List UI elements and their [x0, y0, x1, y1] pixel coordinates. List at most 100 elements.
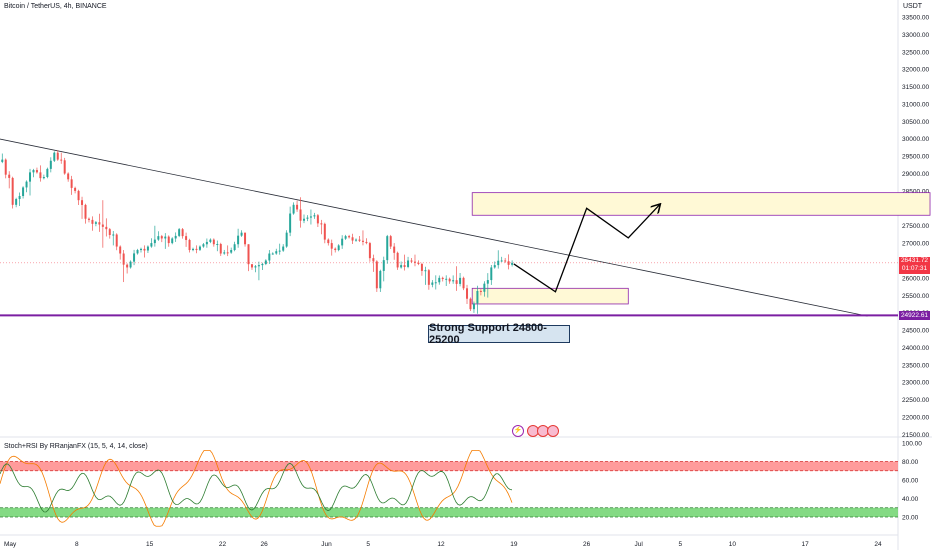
- time-tick-label: Jul: [635, 541, 644, 548]
- price-tick-label: 27500.00: [902, 223, 929, 230]
- candle-body: [15, 199, 18, 205]
- candle-body: [476, 290, 479, 304]
- candle-body: [244, 232, 247, 245]
- candle-body: [448, 278, 451, 282]
- candle-body: [223, 252, 226, 254]
- candle-body: [1, 159, 4, 162]
- candle-body: [74, 187, 77, 191]
- candle-body: [257, 265, 260, 267]
- candle-body: [511, 262, 514, 265]
- buy-zone[interactable]: [471, 287, 629, 305]
- overbought-band: [0, 461, 898, 471]
- price-tick-label: 26000.00: [902, 275, 929, 282]
- candle-body: [330, 243, 333, 249]
- candle-body: [230, 250, 233, 253]
- candle-body: [22, 187, 25, 197]
- candle-body: [146, 246, 149, 251]
- candle-body: [469, 298, 472, 310]
- candle-body: [271, 253, 274, 255]
- indicator-tick-label: 100.00: [902, 441, 922, 448]
- candle-body: [282, 246, 285, 251]
- candle-body: [32, 170, 35, 173]
- candle-body: [358, 239, 361, 241]
- candle-body: [261, 263, 264, 266]
- price-tick-label: 22500.00: [902, 397, 929, 404]
- candle-body: [91, 219, 94, 224]
- candle-body: [18, 196, 21, 200]
- candle-body: [386, 236, 389, 261]
- news-icon-3[interactable]: [547, 425, 559, 437]
- support-label-text: Strong Support 24800-25200: [429, 322, 547, 346]
- countdown-value: 01:07:31: [901, 265, 928, 272]
- candle-body: [98, 222, 101, 225]
- price-tick-label: 30000.00: [902, 136, 929, 143]
- time-tick-label: 5: [678, 541, 682, 548]
- candle-body: [372, 258, 375, 262]
- candle-body: [29, 172, 32, 182]
- price-tick-label: 32000.00: [902, 67, 929, 74]
- candle-body: [472, 303, 475, 310]
- candle-body: [452, 280, 455, 282]
- candle-body: [101, 224, 104, 227]
- time-tick-label: 17: [802, 541, 810, 548]
- time-tick-label: 26: [261, 541, 269, 548]
- candle-body: [365, 241, 368, 244]
- candle-body: [60, 159, 63, 161]
- indicator-tick-label: 40.00: [902, 496, 919, 503]
- candle-body: [264, 260, 267, 264]
- candle-body: [160, 236, 163, 239]
- time-tick-label: 12: [437, 541, 445, 548]
- candle-body: [205, 241, 208, 245]
- candle-body: [445, 278, 448, 280]
- candle-body: [53, 152, 56, 161]
- candle-body: [188, 239, 191, 251]
- candle-body: [334, 248, 337, 251]
- candle-body: [289, 213, 292, 233]
- candle-body: [417, 262, 420, 264]
- time-tick-label: 26: [583, 541, 591, 548]
- candle-body: [136, 250, 139, 254]
- candle-body: [427, 270, 430, 285]
- candle-body: [396, 252, 399, 268]
- candle-body: [105, 226, 108, 230]
- candle-body: [115, 234, 118, 247]
- candle-body: [275, 251, 278, 254]
- candle-body: [375, 261, 378, 289]
- resistance-zone[interactable]: [471, 192, 931, 216]
- candle-body: [219, 244, 222, 254]
- candle-body: [299, 209, 302, 221]
- time-tick-label: 5: [366, 541, 370, 548]
- price-tick-label: 33500.00: [902, 15, 929, 22]
- candle-body: [493, 265, 496, 268]
- candle-body: [164, 236, 167, 239]
- projection-path[interactable]: [513, 205, 660, 293]
- candle-body: [67, 173, 70, 180]
- support-label-box: Strong Support 24800-25200: [428, 322, 570, 346]
- candle-body: [4, 159, 7, 175]
- candle-body: [254, 266, 257, 268]
- price-tick-label: 29500.00: [902, 154, 929, 161]
- oversold-band: [0, 507, 898, 517]
- candle-body: [490, 267, 493, 281]
- candle-body: [8, 174, 11, 178]
- price-tick-label: 24000.00: [902, 345, 929, 352]
- candle-body: [462, 277, 465, 289]
- lightning-icon[interactable]: ⚡: [512, 425, 524, 437]
- candle-body: [361, 240, 364, 242]
- candle-body: [296, 204, 299, 210]
- last-price-tag: 26431.72 01:07:31: [899, 257, 930, 274]
- candle-body: [46, 168, 49, 177]
- candle-body: [407, 260, 410, 267]
- descending-trendline[interactable]: [0, 134, 868, 317]
- candle-body: [341, 238, 344, 246]
- candle-body: [309, 216, 312, 218]
- candle-body: [150, 243, 153, 247]
- candle-body: [42, 177, 45, 179]
- candle-body: [198, 246, 201, 250]
- candle-body: [393, 246, 396, 253]
- candle-body: [167, 236, 170, 244]
- candle-body: [133, 253, 136, 262]
- candle-body: [122, 253, 125, 265]
